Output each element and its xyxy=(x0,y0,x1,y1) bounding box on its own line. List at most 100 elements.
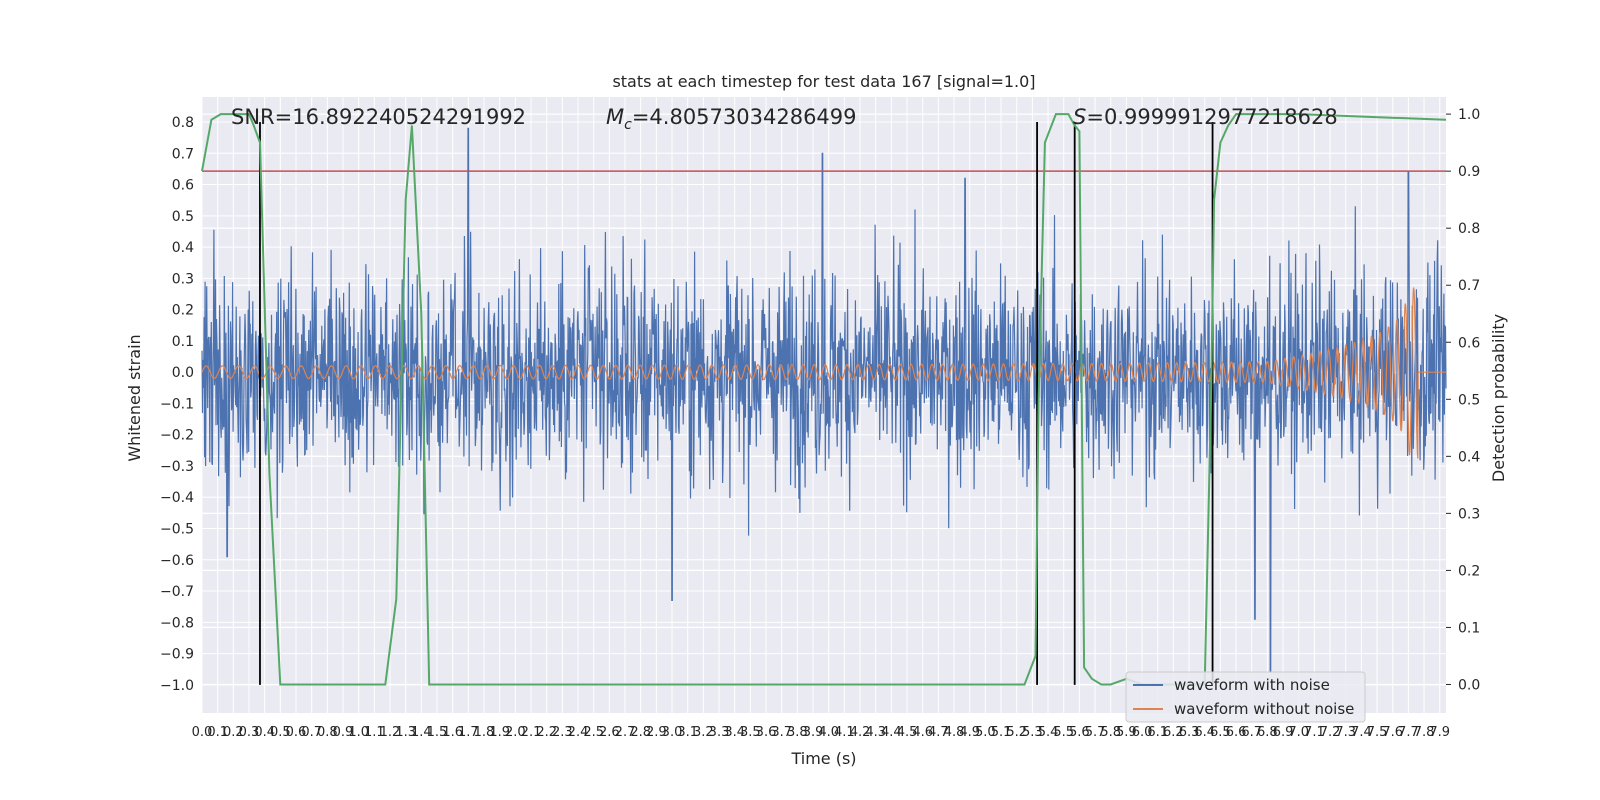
x-tick-label: 5.2 xyxy=(1006,725,1027,740)
x-tick-label: 2.1 xyxy=(521,725,542,740)
x-tick-label: 7.3 xyxy=(1335,725,1356,740)
y-tick-label: −0.6 xyxy=(160,553,194,569)
x-tick-label: 0.7 xyxy=(301,725,322,740)
y2-tick-label: 0.0 xyxy=(1458,677,1480,693)
y-tick-labels: 0.8 0.7 0.6 0.5 0.4 0.3 0.2 0.1 0.0 −0.1 −0.2 −0.3 −… xyxy=(160,115,194,694)
y-tick-label: −0.8 xyxy=(160,615,194,631)
x-tick-label: 3.0 xyxy=(662,725,683,740)
y-tick-label: 0.2 xyxy=(172,303,194,319)
x-tick-label: 4.3 xyxy=(865,725,886,740)
x-tick-label: 2.3 xyxy=(552,725,573,740)
x-tick-label: 1.7 xyxy=(458,725,479,740)
x-tick-label: 0.1 xyxy=(207,725,228,740)
x-tick-label: 4.1 xyxy=(834,725,855,740)
y2-axis-label: Detection probability xyxy=(1489,314,1508,482)
y-tick-label: 0.1 xyxy=(172,334,194,350)
x-tick-label: 3.5 xyxy=(740,725,761,740)
mc-annotation: Mc=4.80573034286499 xyxy=(606,105,857,133)
x-tick-label: 6.5 xyxy=(1210,725,1231,740)
s-symbol: S xyxy=(1073,105,1086,129)
x-tick-label: 5.1 xyxy=(991,725,1012,740)
x-tick-label: 6.1 xyxy=(1147,725,1168,740)
x-tick-label: 7.6 xyxy=(1382,725,1403,740)
y-axis-label: Whitened strain xyxy=(125,334,144,461)
x-tick-label: 4.2 xyxy=(850,725,871,740)
y2-tick-label: 0.2 xyxy=(1458,563,1480,579)
mc-symbol: M xyxy=(606,105,624,129)
x-tick-label: 0.8 xyxy=(317,725,338,740)
x-tick-label: 2.7 xyxy=(615,725,636,740)
x-tick-label: 0.0 xyxy=(192,725,213,740)
x-tick-label: 1.3 xyxy=(395,725,416,740)
legend-noise-label: waveform with noise xyxy=(1174,676,1330,694)
x-tick-label: 0.5 xyxy=(270,725,291,740)
y-tick-label: 0.6 xyxy=(172,178,194,194)
x-tick-label: 6.8 xyxy=(1257,725,1278,740)
x-tick-label: 0.2 xyxy=(223,725,244,740)
snr-annotation: SNR=16.892240524291992 xyxy=(231,105,526,129)
y-tick-label: −0.5 xyxy=(160,522,194,538)
y-tick-label: 0.5 xyxy=(172,209,194,225)
x-tick-label: 7.9 xyxy=(1429,725,1450,740)
x-tick-label: 7.2 xyxy=(1320,725,1341,740)
x-tick-label: 5.7 xyxy=(1085,725,1106,740)
y-tick-label: −0.4 xyxy=(160,490,194,506)
x-tick-label: 2.8 xyxy=(630,725,651,740)
x-tick-label: 3.8 xyxy=(787,725,808,740)
x-tick-label: 5.9 xyxy=(1116,725,1137,740)
legend-clean-label: waveform without noise xyxy=(1174,700,1354,718)
probability-series-line xyxy=(201,113,1447,686)
x-tick-label: 3.9 xyxy=(803,725,824,740)
x-tick-label: 5.8 xyxy=(1100,725,1121,740)
x-tick-label: 4.6 xyxy=(912,725,933,740)
y-tick-label: 0.0 xyxy=(172,365,194,381)
x-tick-label: 1.4 xyxy=(411,725,432,740)
x-tick-label: 6.6 xyxy=(1226,725,1247,740)
y-tick-label: −1.0 xyxy=(160,678,194,694)
x-tick-label: 1.8 xyxy=(474,725,495,740)
x-tick-label: 7.4 xyxy=(1351,725,1372,740)
vertical-markers xyxy=(259,122,1214,685)
clean-series-line xyxy=(201,287,1446,459)
y2-tick-label: 0.7 xyxy=(1458,278,1480,294)
x-tick-label: 3.6 xyxy=(756,725,777,740)
x-tick-label: 1.2 xyxy=(380,725,401,740)
noise-series-line xyxy=(201,127,1447,673)
x-tick-label: 5.6 xyxy=(1069,725,1090,740)
y-tick-label: −0.3 xyxy=(160,459,194,475)
x-tick-label: 3.7 xyxy=(771,725,792,740)
x-tick-label: 3.1 xyxy=(677,725,698,740)
x-tick-label: 6.4 xyxy=(1194,725,1215,740)
x-tick-label: 5.0 xyxy=(975,725,996,740)
y2-tick-label: 0.1 xyxy=(1458,620,1480,636)
x-tick-label: 2.0 xyxy=(505,725,526,740)
s-annotation: S=0.9999912977218628 xyxy=(1073,105,1338,129)
y2-tick-label: 0.4 xyxy=(1458,449,1480,465)
x-tick-label: 3.3 xyxy=(709,725,730,740)
x-tick-labels: 0.00.10.20.30.40.50.60.70.80.91.01.11.21… xyxy=(192,725,1450,740)
x-tick-label: 7.7 xyxy=(1398,725,1419,740)
x-tick-label: 0.6 xyxy=(286,725,307,740)
x-tick-label: 3.2 xyxy=(693,725,714,740)
x-tick-label: 7.1 xyxy=(1304,725,1325,740)
y-tick-label: 0.7 xyxy=(172,146,194,162)
x-tick-label: 2.5 xyxy=(583,725,604,740)
x-tick-label: 4.9 xyxy=(959,725,980,740)
x-tick-label: 0.3 xyxy=(239,725,260,740)
legend: waveform with noise waveform without noi… xyxy=(1125,671,1366,723)
y2-tick-label: 1.0 xyxy=(1458,107,1480,123)
x-tick-label: 5.3 xyxy=(1022,725,1043,740)
x-tick-label: 2.9 xyxy=(646,725,667,740)
x-tick-label: 1.9 xyxy=(489,725,510,740)
x-tick-label: 2.4 xyxy=(568,725,589,740)
x-tick-label: 1.0 xyxy=(348,725,369,740)
x-tick-label: 2.6 xyxy=(599,725,620,740)
x-tick-label: 5.4 xyxy=(1038,725,1059,740)
x-tick-label: 6.0 xyxy=(1132,725,1153,740)
y-tick-label: 0.8 xyxy=(172,115,194,131)
x-tick-label: 7.5 xyxy=(1367,725,1388,740)
chart-title: stats at each timestep for test data 167… xyxy=(612,72,1035,91)
mc-value: =4.80573034286499 xyxy=(632,105,857,129)
y-tick-label: −0.2 xyxy=(160,428,194,444)
